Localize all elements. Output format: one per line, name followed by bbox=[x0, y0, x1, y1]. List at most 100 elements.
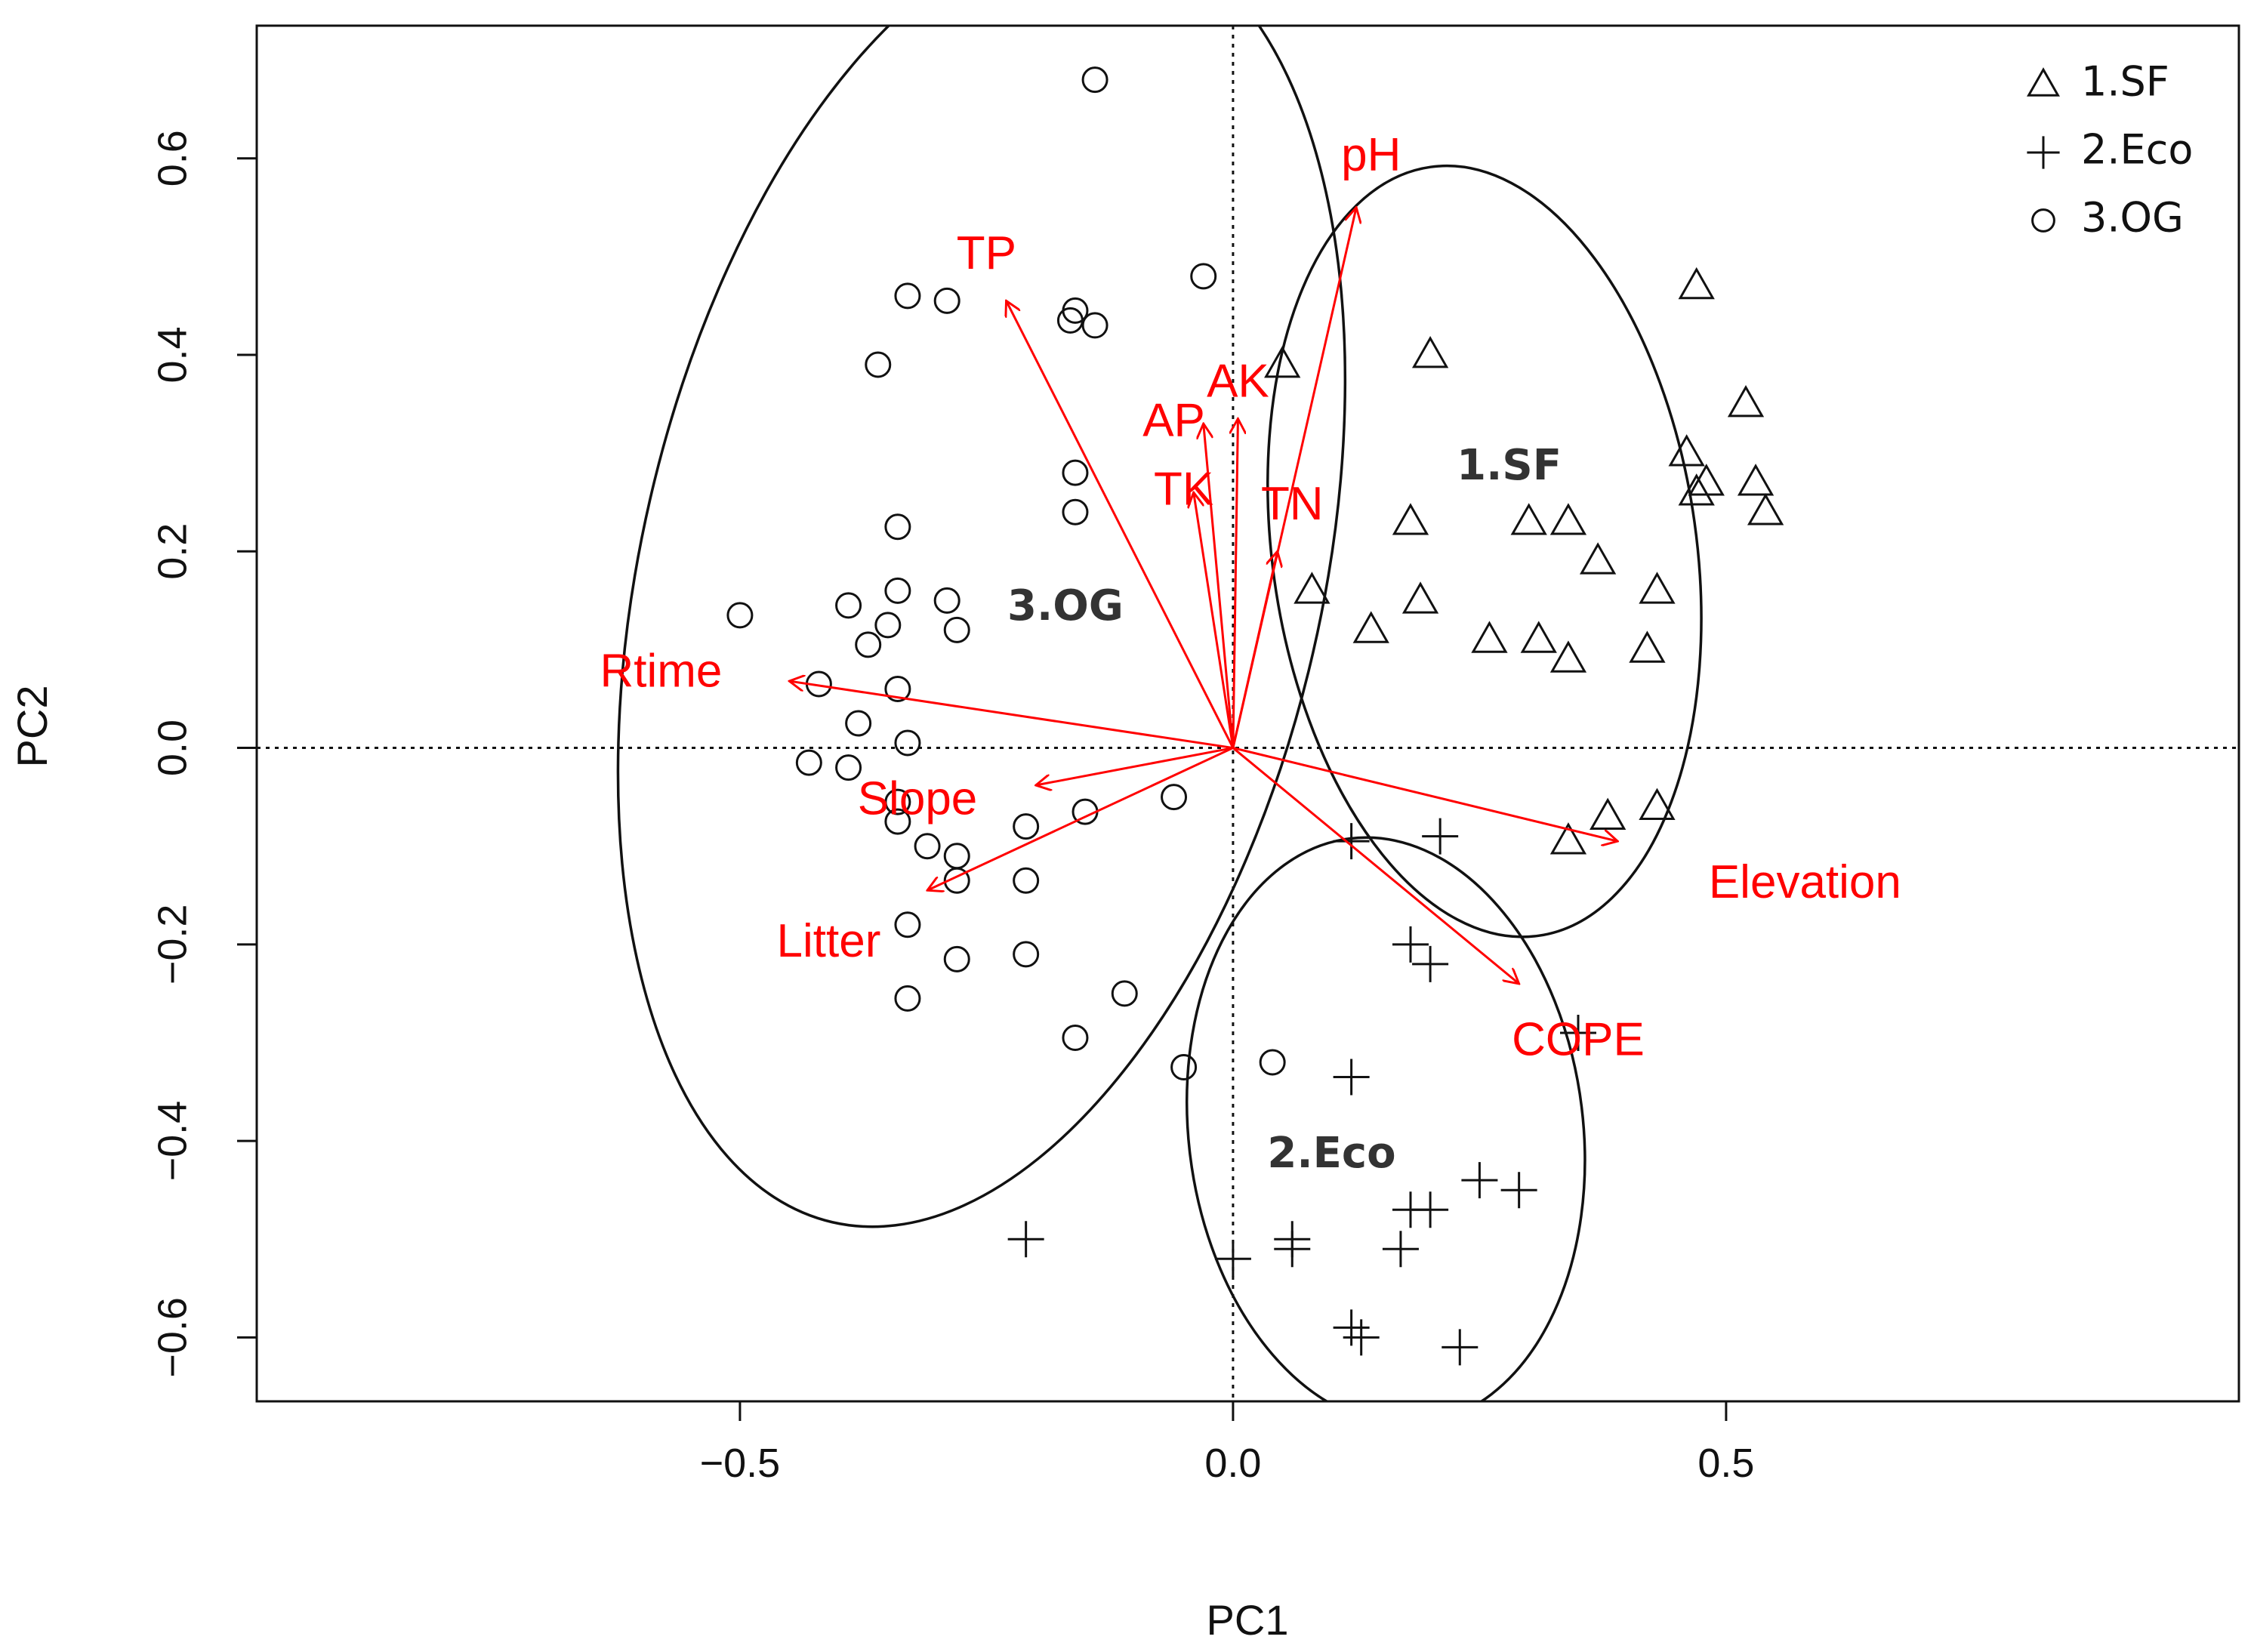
point-triangle bbox=[1727, 385, 1765, 418]
point-circle bbox=[1062, 459, 1089, 486]
point-circle bbox=[1056, 307, 1084, 334]
point-plus bbox=[1214, 1241, 1251, 1278]
point-plus bbox=[1392, 926, 1429, 963]
point-triangle bbox=[1264, 345, 1301, 378]
point-triangle bbox=[1411, 335, 1449, 368]
group-label: 1.SF bbox=[1457, 441, 1562, 490]
point-plus bbox=[1333, 1059, 1370, 1096]
loading-arrow-litter bbox=[927, 747, 1234, 891]
legend-label: 2.Eco bbox=[2081, 126, 2193, 174]
loading-arrow-ap bbox=[1204, 424, 1235, 748]
legend-label: 3.OG bbox=[2081, 194, 2184, 242]
x-axis: −0.5 0.0 0.5 bbox=[700, 1401, 1754, 1486]
y-axis-label: PC2 bbox=[8, 686, 56, 768]
point-circle bbox=[855, 631, 882, 658]
point-triangle bbox=[1629, 630, 1666, 663]
point-triangle bbox=[1549, 503, 1587, 535]
point-circle bbox=[943, 867, 970, 894]
point-circle bbox=[845, 710, 872, 737]
loading-arrows bbox=[789, 208, 1617, 984]
point-circle bbox=[914, 833, 941, 860]
point-circle bbox=[884, 675, 911, 702]
point-circle bbox=[894, 282, 921, 310]
loading-arrow-cope bbox=[1232, 747, 1519, 984]
point-plus bbox=[1274, 1231, 1311, 1268]
point-circle bbox=[1062, 1024, 1089, 1051]
loading-arrow-tp bbox=[1007, 301, 1235, 749]
loading-arrow-ak bbox=[1233, 419, 1238, 748]
point-circle bbox=[726, 602, 754, 629]
point-triangle bbox=[1688, 464, 1725, 496]
loading-label-ak: AK bbox=[1207, 355, 1269, 407]
point-triangle bbox=[1747, 493, 1784, 525]
point-circle bbox=[1013, 813, 1040, 840]
group-label: 3.OG bbox=[1007, 581, 1124, 630]
x-tick-label: 0.5 bbox=[1697, 1441, 1754, 1486]
loading-label-litter: Litter bbox=[777, 915, 881, 967]
point-triangle bbox=[1639, 572, 1676, 604]
point-circle bbox=[884, 577, 911, 604]
y-tick-label: −0.6 bbox=[150, 1297, 195, 1378]
loading-label-cope: COPE bbox=[1512, 1013, 1645, 1065]
ellipse-2-eco bbox=[1186, 836, 1586, 1401]
data-points bbox=[726, 66, 1784, 1366]
point-circle bbox=[1081, 312, 1108, 339]
point-plus bbox=[1442, 1329, 1479, 1366]
point-circle bbox=[1161, 784, 1188, 811]
point-circle bbox=[894, 911, 921, 938]
point-plus bbox=[1412, 1191, 1449, 1228]
group-label: 2.Eco bbox=[1267, 1129, 1395, 1178]
point-circle bbox=[884, 513, 911, 541]
loading-arrow-rtime bbox=[789, 681, 1234, 750]
point-circle bbox=[894, 985, 921, 1012]
y-tick-label: 0.4 bbox=[150, 326, 195, 383]
loading-label-tk: TK bbox=[1154, 464, 1213, 516]
y-tick-label: 0.0 bbox=[150, 720, 195, 776]
point-plus bbox=[1333, 1309, 1370, 1346]
loading-label-elevation: Elevation bbox=[1709, 856, 1901, 908]
point-circle bbox=[1259, 1049, 1286, 1076]
loading-arrow-slope bbox=[1036, 747, 1234, 785]
legend: 1.SF 2.Eco 3.OG bbox=[2027, 58, 2193, 242]
point-circle bbox=[894, 729, 921, 757]
point-circle bbox=[1013, 867, 1040, 894]
point-circle bbox=[865, 351, 892, 378]
y-tick-label: −0.2 bbox=[150, 905, 195, 985]
point-triangle bbox=[1590, 797, 1627, 830]
point-circle bbox=[933, 287, 960, 314]
point-triangle bbox=[1520, 621, 1557, 653]
point-triangle bbox=[1392, 503, 1429, 535]
loading-arrow-tk bbox=[1194, 492, 1235, 748]
legend-marker-circle bbox=[2031, 208, 2055, 233]
x-axis-label: PC1 bbox=[1207, 1596, 1289, 1644]
loading-label-tp: TP bbox=[957, 227, 1016, 279]
point-triangle bbox=[1668, 434, 1705, 467]
point-circle bbox=[884, 788, 911, 815]
point-circle bbox=[943, 945, 970, 972]
legend-marker-plus bbox=[2027, 136, 2060, 169]
point-plus bbox=[1422, 818, 1459, 855]
point-circle bbox=[943, 616, 970, 643]
point-triangle bbox=[1549, 822, 1587, 855]
point-triangle bbox=[1678, 473, 1715, 506]
confidence-ellipses bbox=[616, 26, 1703, 1401]
point-circle bbox=[1190, 263, 1217, 290]
point-circle bbox=[795, 749, 822, 776]
point-triangle bbox=[1579, 542, 1617, 575]
loading-label-tn: TN bbox=[1261, 478, 1324, 530]
point-plus bbox=[1560, 1014, 1596, 1051]
loading-arrow-tn bbox=[1232, 551, 1278, 748]
point-triangle bbox=[1294, 572, 1331, 604]
loading-label-ph: pH bbox=[1341, 129, 1401, 181]
point-plus bbox=[1333, 823, 1370, 860]
ellipse-3-og bbox=[616, 26, 1347, 1228]
point-circle bbox=[933, 587, 960, 614]
ellipse-1-sf bbox=[1266, 164, 1703, 938]
point-circle bbox=[835, 592, 862, 619]
group-labels: 1.SF 2.Eco 3.OG bbox=[1007, 441, 1562, 1178]
point-circle bbox=[874, 612, 902, 639]
point-circle bbox=[943, 843, 970, 870]
point-triangle bbox=[1549, 640, 1587, 673]
